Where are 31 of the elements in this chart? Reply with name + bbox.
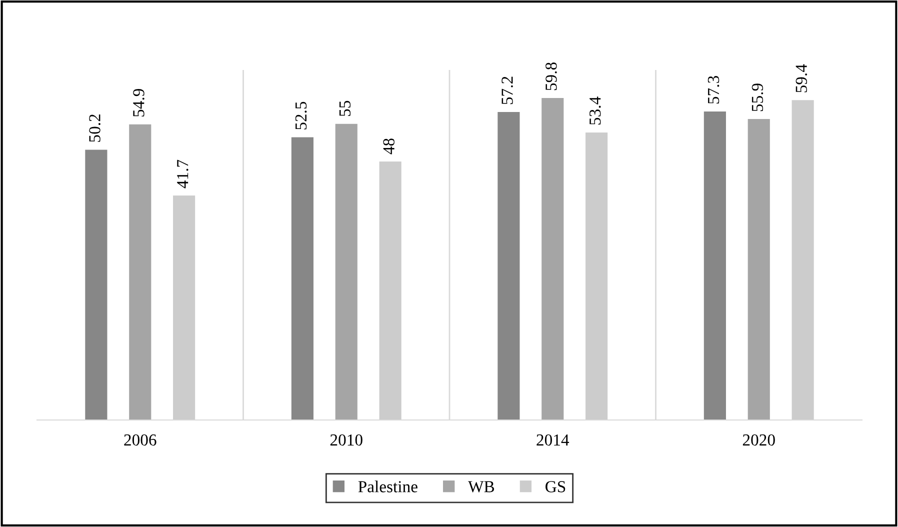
bar bbox=[748, 119, 770, 420]
bar bbox=[291, 137, 314, 420]
legend-label: Palestine bbox=[358, 480, 418, 492]
x-tick-label: 2006 bbox=[124, 434, 156, 446]
data-label: 41.7 bbox=[177, 160, 188, 188]
bar bbox=[704, 111, 726, 420]
data-label: 50.2 bbox=[89, 114, 100, 142]
data-label: 57.2 bbox=[502, 76, 513, 104]
x-tick-label: 2020 bbox=[742, 434, 775, 446]
bar bbox=[542, 98, 564, 420]
bar bbox=[85, 150, 108, 420]
data-label: 52.5 bbox=[295, 102, 307, 130]
data-label: 59.4 bbox=[796, 64, 808, 92]
bar bbox=[792, 100, 814, 420]
bar bbox=[586, 132, 608, 420]
x-tick-label: 2010 bbox=[330, 434, 362, 446]
data-label: 54.9 bbox=[133, 88, 144, 116]
bar bbox=[379, 162, 402, 420]
data-label: 59.8 bbox=[546, 62, 557, 90]
x-tick-label: 2014 bbox=[536, 434, 570, 446]
legend-label: GS bbox=[546, 481, 566, 492]
bar bbox=[173, 195, 196, 420]
data-label: 48 bbox=[383, 138, 394, 154]
data-label: 55 bbox=[339, 100, 351, 116]
bar bbox=[129, 124, 152, 420]
data-label: 57.3 bbox=[708, 76, 720, 104]
legend-label: WB bbox=[468, 481, 494, 492]
bar bbox=[335, 124, 358, 420]
data-label: 55.9 bbox=[752, 84, 764, 112]
bar bbox=[498, 112, 520, 420]
data-label: 53.4 bbox=[590, 96, 601, 125]
